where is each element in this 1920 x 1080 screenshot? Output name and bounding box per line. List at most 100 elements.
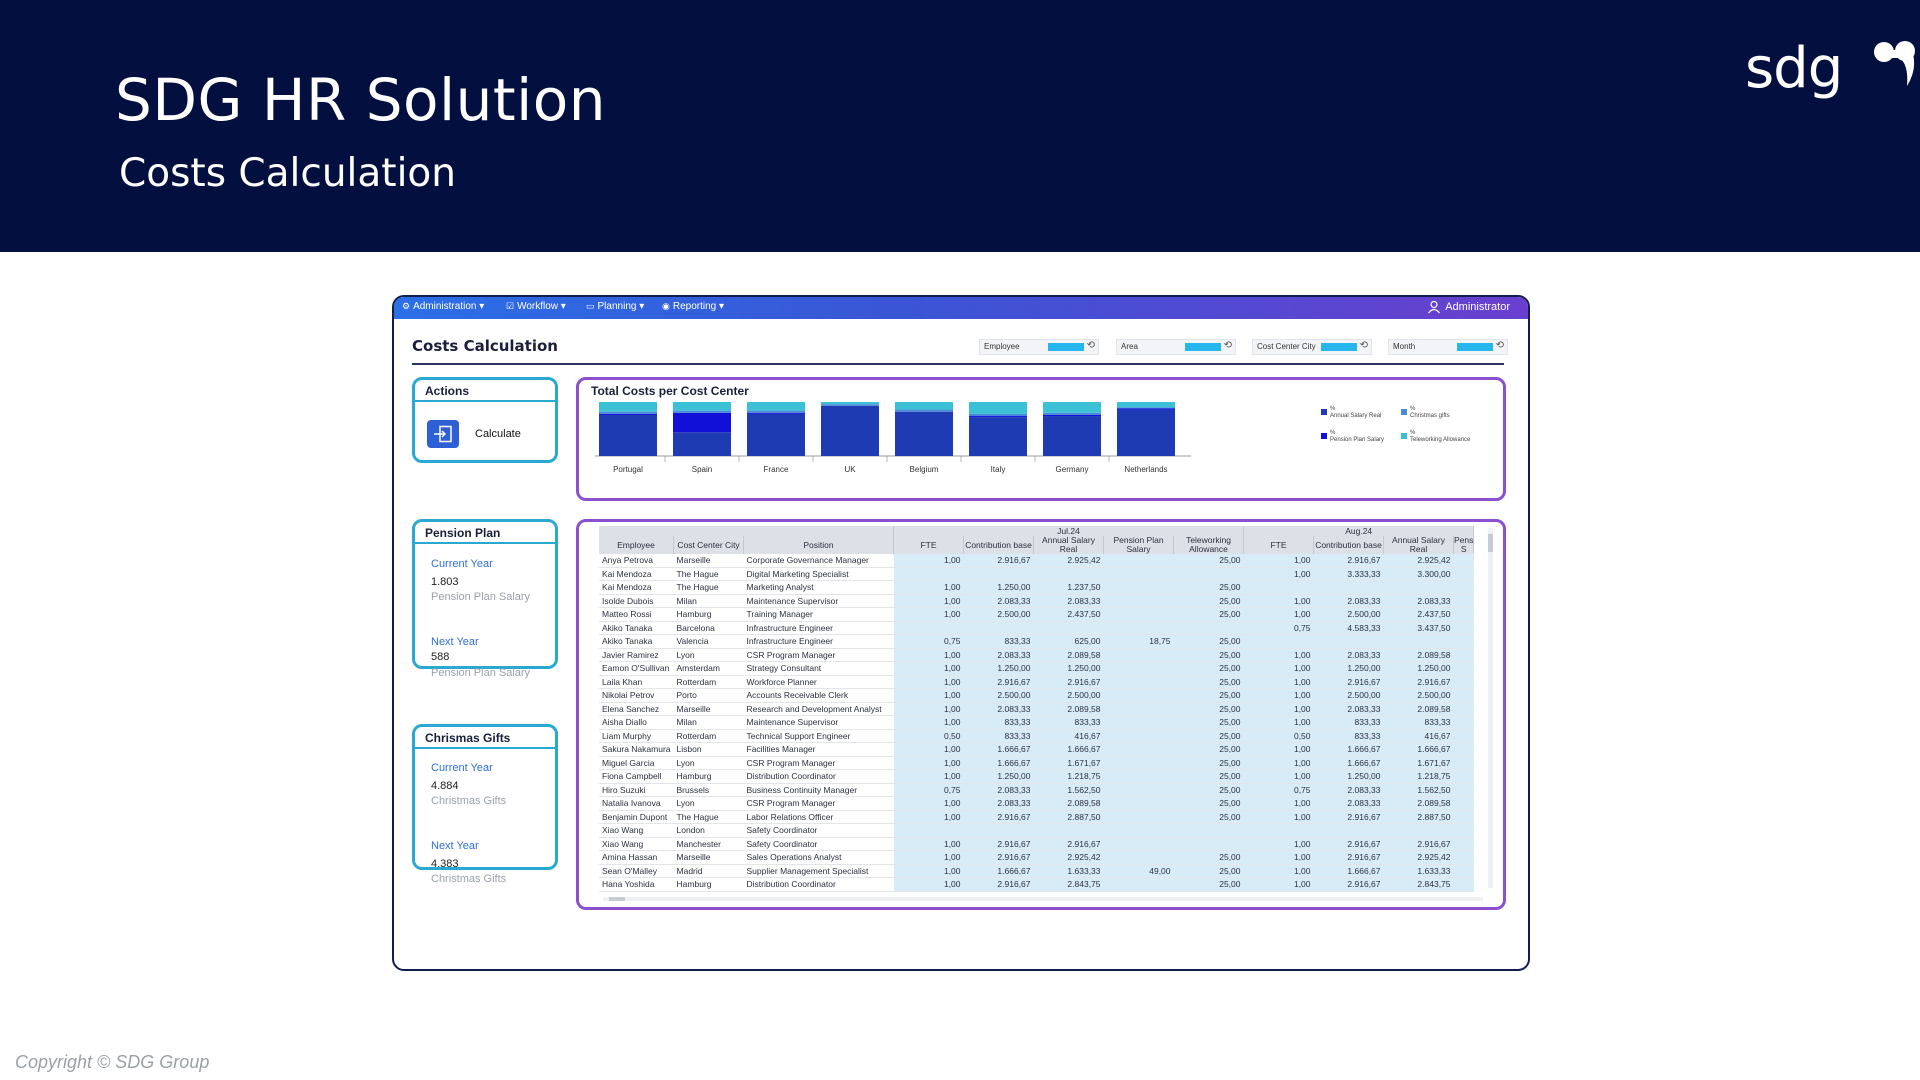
reset-icon[interactable]: ⟲ [1495, 340, 1504, 351]
bar-segment[interactable] [1117, 408, 1175, 410]
menu-workflow[interactable]: ☑ Workflow ▾ [506, 301, 566, 312]
table-row[interactable]: Elena Sanchez Marseille Research and Devel… [599, 702, 1474, 716]
bar-segment[interactable] [895, 411, 953, 456]
table-cell: 2.089,58 [1383, 796, 1454, 811]
table-row[interactable]: Benjamin Dupont The Hague Labor Relations … [599, 810, 1474, 824]
bar-segment[interactable] [1043, 402, 1101, 413]
calculate-button[interactable] [427, 420, 459, 448]
bar-segment[interactable] [673, 402, 731, 411]
bar-segment[interactable] [821, 402, 879, 405]
column-header[interactable]: Pens S [1453, 535, 1475, 554]
table-cell [1103, 675, 1174, 689]
table-row[interactable]: Fiona Campbell Hamburg Distribution Coordi… [599, 769, 1474, 784]
column-header[interactable]: Position [743, 536, 895, 554]
table-row[interactable]: Akiko Tanaka Valencia Infrastructure Engin… [599, 634, 1474, 649]
column-header[interactable]: FTE [893, 536, 965, 554]
bar-segment[interactable] [599, 411, 657, 414]
filter-selector[interactable] [1457, 343, 1493, 351]
bar-segment[interactable] [1117, 409, 1175, 456]
bar-segment[interactable] [673, 432, 731, 456]
column-header[interactable]: Teleworking Allowance [1173, 536, 1245, 554]
column-header[interactable]: Contribution base [963, 536, 1035, 554]
column-header[interactable]: Cost Center City [673, 536, 745, 554]
bar-segment[interactable] [1117, 407, 1175, 409]
table-row[interactable]: Liam Murphy Rotterdam Technical Support En… [599, 729, 1474, 743]
bar-segment[interactable] [747, 412, 805, 414]
table-row[interactable]: Sean O'Malley Madrid Supplier Management S… [599, 864, 1474, 878]
bar-segment[interactable] [969, 402, 1027, 414]
menu-reporting[interactable]: ◉ Reporting ▾ [662, 301, 724, 312]
filter-area[interactable]: Area ⟲ [1116, 339, 1236, 355]
table-row[interactable]: Natalia Ivanova Lyon CSR Program Manager 1,… [599, 796, 1474, 811]
table-cell: 2.916,67 [1383, 675, 1454, 689]
table-cell: 1.666,67 [963, 742, 1034, 757]
filter-employee[interactable]: Employee ⟲ [979, 339, 1099, 355]
user-menu[interactable]: Administrator [1427, 300, 1510, 314]
table-cell [1453, 877, 1474, 892]
reset-icon[interactable]: ⟲ [1086, 340, 1095, 351]
bar-segment[interactable] [821, 404, 879, 406]
table-row[interactable]: Hana Yoshida Hamburg Distribution Coordina… [599, 877, 1474, 892]
table-row[interactable]: Isolde Dubois Milan Maintenance Supervisor… [599, 594, 1474, 608]
column-header[interactable]: FTE [1243, 536, 1315, 554]
filter-month[interactable]: Month ⟲ [1388, 339, 1508, 355]
bar-segment[interactable] [895, 402, 953, 410]
group-header-jul: Jul.24 [893, 526, 1245, 536]
bar-segment[interactable] [969, 417, 1027, 456]
table-row[interactable]: Matteo Rossi Hamburg Training Manager 1,00 2… [599, 607, 1474, 622]
filter-selector[interactable] [1048, 343, 1084, 351]
table-row[interactable]: Aisha Diallo Milan Maintenance Supervisor 1… [599, 715, 1474, 730]
table-row[interactable]: Nikolai Petrov Porto Accounts Receivable C… [599, 688, 1474, 703]
bar-segment[interactable] [599, 402, 657, 412]
column-header[interactable]: Pension Plan Salary [1103, 536, 1175, 554]
scroll-thumb[interactable] [609, 897, 625, 901]
bar-segment[interactable] [747, 410, 805, 413]
table-cell: Anya Petrova [599, 554, 674, 568]
bar-segment[interactable] [821, 405, 879, 456]
calculate-label[interactable]: Calculate [475, 428, 521, 440]
reset-icon[interactable]: ⟲ [1223, 340, 1232, 351]
bar-segment[interactable] [969, 413, 1027, 417]
column-header[interactable]: Employee [599, 536, 675, 554]
menu-planning[interactable]: ▭ Planning ▾ [586, 301, 644, 312]
scroll-thumb[interactable] [1488, 534, 1493, 552]
table-cell: Xiao Wang [599, 823, 674, 838]
filter-selector[interactable] [1321, 343, 1357, 351]
bar-segment[interactable] [1043, 414, 1101, 417]
bar-segment[interactable] [673, 412, 731, 433]
column-header[interactable]: Contribution base [1313, 536, 1385, 554]
table-row[interactable]: Amina Hassan Marseille Sales Operations An… [599, 850, 1474, 865]
table-row[interactable]: Anya Petrova Marseille Corporate Governanc… [599, 554, 1474, 568]
table-row[interactable]: Kai Mendoza The Hague Digital Marketing Sp… [599, 567, 1474, 581]
table-row[interactable]: Sakura Nakamura Lisbon Facilities Manager 1… [599, 742, 1474, 757]
bar-segment[interactable] [969, 416, 1027, 418]
filter-cost-center-city[interactable]: Cost Center City ⟲ [1252, 339, 1372, 355]
bar-segment[interactable] [1043, 412, 1101, 415]
column-header[interactable]: Annual Salary Real [1383, 536, 1455, 554]
table-row[interactable]: Xiao Wang Manchester Safety Coordinator 1,0… [599, 837, 1474, 851]
table-row[interactable]: Xiao Wang London Safety Coordinator [599, 823, 1474, 838]
table-row[interactable]: Kai Mendoza The Hague Marketing Analyst 1,0… [599, 580, 1474, 595]
bar-segment[interactable] [1043, 416, 1101, 456]
table-cell: 1.633,33 [1033, 864, 1104, 878]
bar-segment[interactable] [747, 402, 805, 411]
table-row[interactable]: Akiko Tanaka Barcelona Infrastructure Engi… [599, 621, 1474, 635]
reset-icon[interactable]: ⟲ [1359, 340, 1368, 351]
vertical-scrollbar[interactable] [1488, 528, 1493, 888]
bar-segment[interactable] [747, 413, 805, 456]
table-row[interactable]: Javier Ramirez Lyon CSR Program Manager 1,0… [599, 648, 1474, 662]
x-tick-label: Portugal [613, 465, 643, 474]
column-header[interactable]: Annual Salary Real [1033, 536, 1105, 554]
menu-administration[interactable]: ⚙ Administration ▾ [402, 301, 484, 312]
bar-segment[interactable] [599, 414, 657, 456]
table-row[interactable]: Hiro Suzuki Brussels Business Continuity M… [599, 783, 1474, 797]
table-row[interactable]: Eamon O'Sullivan Amsterdam Strategy Consul… [599, 661, 1474, 676]
bar-segment[interactable] [1117, 402, 1175, 408]
filter-selector[interactable] [1185, 343, 1221, 351]
bar-segment[interactable] [895, 409, 953, 412]
table-row[interactable]: Miguel Garcia Lyon CSR Program Manager 1,00… [599, 756, 1474, 770]
table-row[interactable]: Laila Khan Rotterdam Workforce Planner 1,00… [599, 675, 1474, 689]
horizontal-scrollbar[interactable] [603, 897, 1483, 901]
bar-segment[interactable] [673, 410, 731, 413]
bar-segment[interactable] [599, 413, 657, 415]
